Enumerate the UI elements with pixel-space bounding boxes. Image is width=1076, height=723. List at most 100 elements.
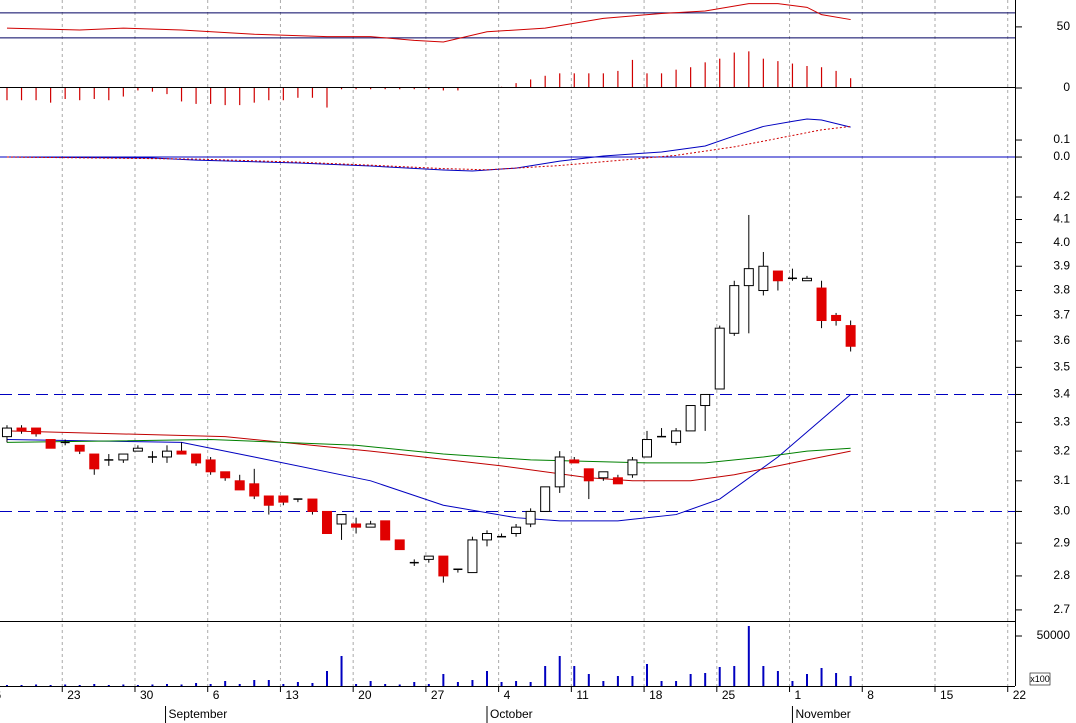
y-tick-label: 50 [1057,19,1071,33]
candle-body [278,495,289,503]
y-tick-label: 2.7 [1053,602,1070,616]
y-tick-label: 3.5 [1053,360,1070,374]
x-tick-label: 25 [722,688,736,702]
candle-body [801,277,812,282]
y-tick-label: 0.0 [1053,149,1070,163]
candle-body [380,520,391,541]
y-tick-label: 3.2 [1053,443,1070,457]
x-tick-label: 20 [358,688,372,702]
candle-body [641,439,652,458]
series-line [6,394,851,522]
candle-body [161,450,172,458]
candle-body [423,555,434,560]
candle-body [234,480,245,491]
series-line [6,439,851,464]
grid [61,0,1009,686]
series-line [6,118,851,172]
y-tick-label: 3.4 [1053,387,1070,401]
candle-body [31,427,42,435]
series-line [6,3,851,43]
candle-body [220,471,231,479]
candle-body [394,539,405,551]
y-tick-label: 3.3 [1053,415,1070,429]
x-tick-label: 11 [576,688,589,702]
candle-body [45,439,56,449]
y-tick-label: 3.9 [1053,258,1070,272]
candle-body [845,325,856,347]
y-tick-label: 4.0 [1053,235,1070,249]
candle-body [351,523,362,528]
y-tick-label: 0 [1063,80,1070,94]
y-tick-label: 4.2 [1053,189,1070,203]
series-line [6,125,851,171]
y-tick-label: 3.0 [1053,504,1070,518]
candle-body [685,405,696,432]
candle-body [307,498,318,512]
y-tick-label: 0.1 [1053,132,1070,146]
candle-body [60,441,70,444]
candle-body [104,459,114,461]
candle-body [16,427,27,432]
x-tick-label: 15 [940,688,954,702]
y-tick-label: 3.1 [1053,473,1070,487]
series-line [6,430,851,482]
month-label: October [490,707,533,721]
candle-body [263,495,274,506]
candle-body [598,471,609,479]
candle-body [1,427,12,438]
y-tick-label: 2.8 [1053,568,1070,582]
candle-body [714,327,725,390]
candle-body [481,533,492,541]
candle-body [191,453,202,464]
y-tick-label: 3.8 [1053,283,1070,297]
candle-body [657,435,667,438]
y-tick-label: 3.6 [1053,333,1070,347]
candle-body [118,453,129,461]
candle-body [729,285,740,334]
candle-body [409,561,419,564]
candle-body [743,268,754,287]
candle-body [74,444,85,452]
x-tick-label: 8 [867,688,874,702]
x-tick-label: 1 [795,688,802,702]
candle-body [627,459,638,476]
x-tick-label: 23 [67,688,81,702]
x-tick-label: 4 [504,688,511,702]
candle-body [787,277,797,280]
candle-body [147,456,157,458]
candle-body [176,450,187,455]
candle-body [336,514,347,525]
y-tick-label: 50000 [1037,628,1071,642]
x-tick-label: 27 [431,688,445,702]
candle-body [540,486,551,512]
candle-body [612,477,623,485]
candle-body [497,535,507,538]
month-label: November [795,707,850,721]
candle-body [453,568,463,571]
x-tick-label: 6 [0,688,2,702]
x-tick-label: 30 [140,688,154,702]
candle-body [511,526,522,535]
month-label: September [169,707,228,721]
candle-body [816,287,827,322]
candle-body [249,483,260,497]
unit-label: x100 [1030,674,1050,684]
candle-body [293,498,303,500]
y-tick-label: 4.1 [1053,212,1070,226]
candle-body [467,539,478,574]
candle-body [554,456,565,488]
x-tick-label: 6 [213,688,220,702]
candle-body [525,510,536,525]
candle-body [438,555,449,577]
candle-body [89,453,100,470]
candle-body [205,459,216,473]
x-tick-label: 13 [285,688,299,702]
marks [0,3,1015,686]
x-tick-label: 18 [649,688,663,702]
y-tick-label: 3.7 [1053,308,1070,322]
candle-body [569,459,580,464]
candle-body [671,430,682,443]
candle-body [700,393,711,407]
unit-box [1029,672,1051,686]
